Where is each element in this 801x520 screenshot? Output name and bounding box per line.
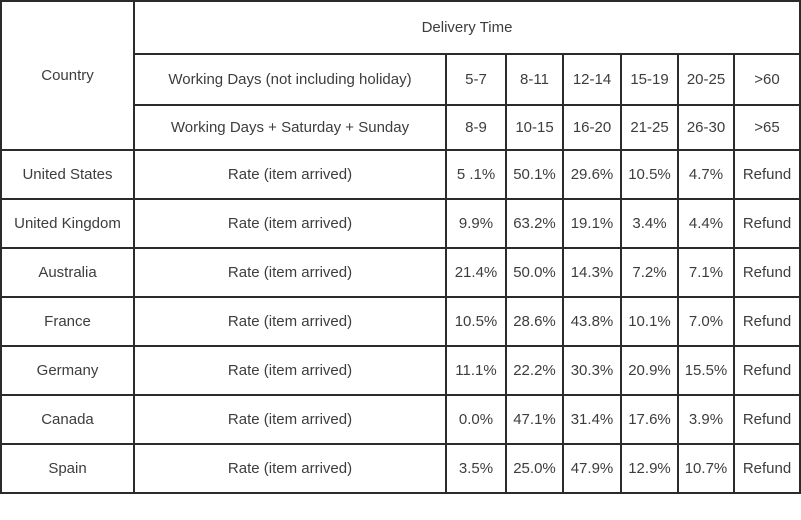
weekend-days-range-cell: 26-30 xyxy=(677,104,735,151)
rate-label-cell: Rate (item arrived) xyxy=(133,296,447,347)
working-days-range-cell: 5-7 xyxy=(445,53,507,106)
table-row-germany: Germany Rate (item arrived) 11.1% 22.2% … xyxy=(0,345,801,396)
rate-label-cell: Rate (item arrived) xyxy=(133,443,447,494)
table-row-canada: Canada Rate (item arrived) 0.0% 47.1% 31… xyxy=(0,394,801,445)
weekend-days-range-cell: 16-20 xyxy=(562,104,622,151)
rate-value-cell: 4.4% xyxy=(677,198,735,249)
table-row-australia: Australia Rate (item arrived) 21.4% 50.0… xyxy=(0,247,801,298)
rate-value-cell: 5 .1% xyxy=(445,149,507,200)
rate-value-cell: 43.8% xyxy=(562,296,622,347)
weekend-days-range-cell: 10-15 xyxy=(505,104,564,151)
refund-cell: Refund xyxy=(732,247,801,298)
table-row-spain: Spain Rate (item arrived) 3.5% 25.0% 47.… xyxy=(0,443,801,494)
rate-value-cell: 3.4% xyxy=(620,198,679,249)
rate-label-cell: Rate (item arrived) xyxy=(133,198,447,249)
rate-value-cell: 12.9% xyxy=(620,443,679,494)
working-days-range-cell: 12-14 xyxy=(562,53,622,106)
rate-value-cell: 3.5% xyxy=(445,443,507,494)
refund-cell: Refund xyxy=(732,198,801,249)
rate-value-cell: 29.6% xyxy=(562,149,622,200)
country-cell: Australia xyxy=(0,247,135,298)
rate-value-cell: 3.9% xyxy=(677,394,735,445)
rate-value-cell: 7.0% xyxy=(677,296,735,347)
rate-value-cell: 50.1% xyxy=(505,149,564,200)
rate-value-cell: 47.9% xyxy=(562,443,622,494)
refund-cell: Refund xyxy=(732,149,801,200)
rate-value-cell: 63.2% xyxy=(505,198,564,249)
rate-label-cell: Rate (item arrived) xyxy=(133,394,447,445)
working-days-range-cell: 20-25 xyxy=(677,53,735,106)
rate-value-cell: 11.1% xyxy=(445,345,507,396)
weekend-days-range-cell: 8-9 xyxy=(445,104,507,151)
rate-value-cell: 9.9% xyxy=(445,198,507,249)
rate-value-cell: 17.6% xyxy=(620,394,679,445)
rate-value-cell: 10.5% xyxy=(620,149,679,200)
rate-value-cell: 7.2% xyxy=(620,247,679,298)
weekend-days-label-cell: Working Days + Saturday + Sunday xyxy=(133,104,447,151)
delivery-time-table: Country Delivery Time Working Days (not … xyxy=(0,0,801,494)
working-days-range-cell: >60 xyxy=(732,53,801,106)
country-cell: Spain xyxy=(0,443,135,494)
country-cell: Germany xyxy=(0,345,135,396)
working-days-range-cell: 8-11 xyxy=(505,53,564,106)
refund-cell: Refund xyxy=(732,394,801,445)
rate-value-cell: 21.4% xyxy=(445,247,507,298)
rate-value-cell: 19.1% xyxy=(562,198,622,249)
rate-label-cell: Rate (item arrived) xyxy=(133,247,447,298)
rate-label-cell: Rate (item arrived) xyxy=(133,345,447,396)
working-days-label-cell: Working Days (not including holiday) xyxy=(133,53,447,106)
rate-value-cell: 31.4% xyxy=(562,394,622,445)
refund-cell: Refund xyxy=(732,443,801,494)
country-cell: United Kingdom xyxy=(0,198,135,249)
weekend-days-range-cell: >65 xyxy=(732,104,801,151)
rate-value-cell: 50.0% xyxy=(505,247,564,298)
rate-value-cell: 47.1% xyxy=(505,394,564,445)
refund-cell: Refund xyxy=(732,296,801,347)
rate-value-cell: 10.7% xyxy=(677,443,735,494)
table-row-united-kingdom: United Kingdom Rate (item arrived) 9.9% … xyxy=(0,198,801,249)
rate-value-cell: 20.9% xyxy=(620,345,679,396)
rate-value-cell: 15.5% xyxy=(677,345,735,396)
rate-value-cell: 7.1% xyxy=(677,247,735,298)
rate-value-cell: 30.3% xyxy=(562,345,622,396)
delivery-time-header-cell: Delivery Time xyxy=(132,0,801,55)
rate-value-cell: 25.0% xyxy=(505,443,564,494)
country-cell: France xyxy=(0,296,135,347)
rate-value-cell: 10.1% xyxy=(620,296,679,347)
rate-value-cell: 0.0% xyxy=(445,394,507,445)
rate-value-cell: 14.3% xyxy=(562,247,622,298)
rate-value-cell: 4.7% xyxy=(677,149,735,200)
table-row-france: France Rate (item arrived) 10.5% 28.6% 4… xyxy=(0,296,801,347)
country-header-cell: Country xyxy=(0,0,135,151)
refund-cell: Refund xyxy=(732,345,801,396)
rate-value-cell: 28.6% xyxy=(505,296,564,347)
country-cell: Canada xyxy=(0,394,135,445)
rate-label-cell: Rate (item arrived) xyxy=(133,149,447,200)
rate-value-cell: 10.5% xyxy=(445,296,507,347)
rate-value-cell: 22.2% xyxy=(505,345,564,396)
header-row-delivery-time: Country Delivery Time xyxy=(0,0,801,151)
header-row-weekend-days: Working Days + Saturday + Sunday 8-9 10-… xyxy=(1,104,801,151)
weekend-days-range-cell: 21-25 xyxy=(620,104,679,151)
country-cell: United States xyxy=(0,149,135,200)
working-days-range-cell: 15-19 xyxy=(620,53,679,106)
table-row-united-states: United States Rate (item arrived) 5 .1% … xyxy=(0,149,801,200)
header-row-working-days: Working Days (not including holiday) 5-7… xyxy=(1,53,801,106)
